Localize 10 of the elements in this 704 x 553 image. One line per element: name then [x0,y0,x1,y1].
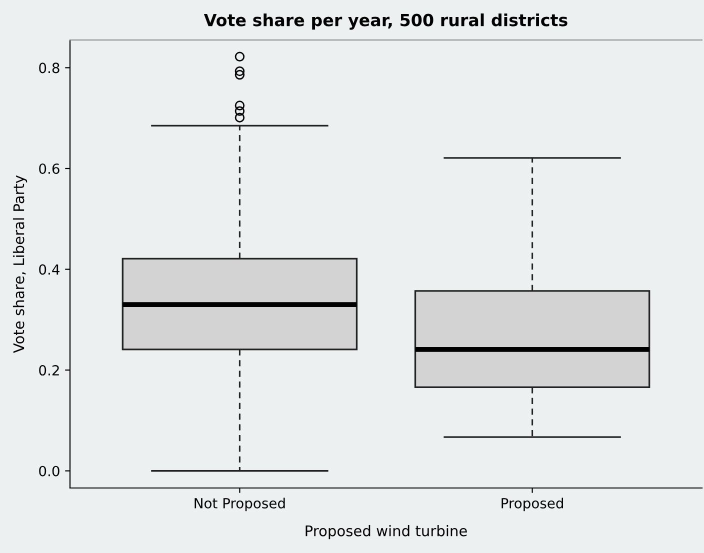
chart-title: Vote share per year, 500 rural districts [204,13,568,30]
y-axis-title: Vote share, Liberal Party [12,175,28,353]
y-tick-label: 0.4 [39,264,60,275]
y-tick-label: 0.0 [39,466,60,476]
x-axis-title: Proposed wind turbine [306,525,467,540]
y-tick-label: 0.6 [39,163,60,174]
x-tick-label: Not Proposed [194,498,285,512]
x-tick-label: Proposed [502,498,563,512]
y-tick-label: 0.8 [39,62,60,74]
y-tick-label: 0.2 [39,365,59,376]
